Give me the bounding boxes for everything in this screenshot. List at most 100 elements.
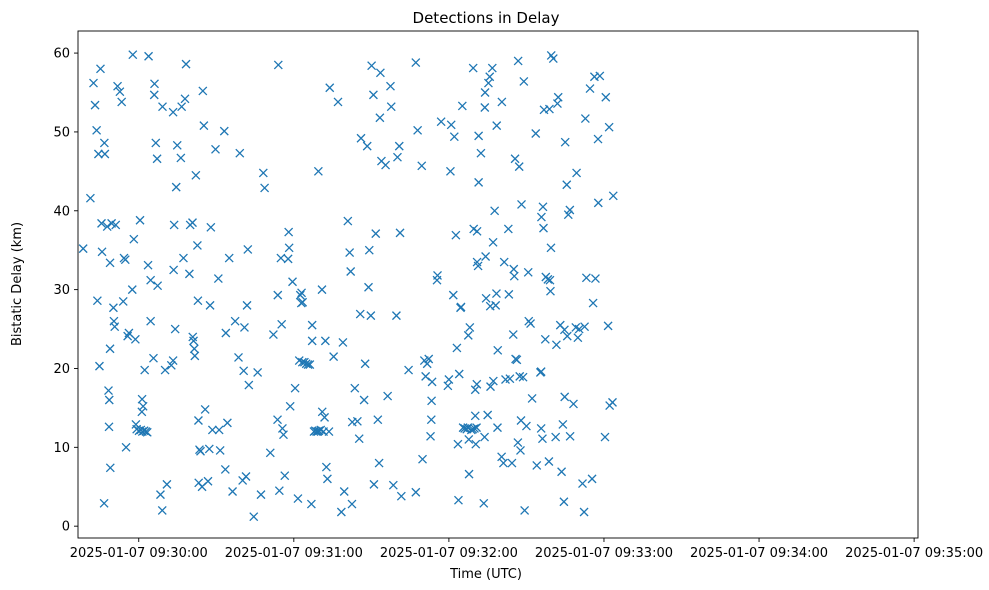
data-point — [608, 397, 617, 407]
data-point — [128, 50, 138, 60]
data-point — [531, 129, 541, 138]
data-point — [258, 168, 268, 178]
data-point — [559, 497, 569, 507]
data-point — [184, 269, 194, 279]
data-point — [573, 333, 583, 343]
data-point — [108, 303, 118, 313]
data-point — [274, 486, 284, 496]
data-point — [244, 380, 254, 390]
data-point — [170, 324, 180, 334]
data-point — [117, 97, 127, 107]
data-point — [604, 122, 614, 132]
data-point — [295, 290, 305, 300]
data-point — [383, 391, 393, 401]
data-point — [452, 343, 462, 353]
data-point — [177, 102, 187, 112]
data-point — [493, 423, 502, 433]
data-point — [394, 141, 404, 151]
data-point — [206, 222, 216, 232]
data-point — [366, 311, 376, 321]
data-point — [453, 495, 463, 505]
data-point — [169, 265, 179, 275]
data-point — [446, 120, 456, 130]
data-point — [449, 132, 459, 142]
data-point — [92, 125, 102, 135]
data-point — [375, 113, 385, 123]
data-point — [305, 360, 315, 369]
data-point — [603, 321, 613, 331]
data-point — [558, 419, 568, 429]
data-point — [97, 218, 106, 228]
data-point — [510, 154, 520, 164]
data-point — [490, 206, 500, 216]
data-point — [219, 126, 229, 136]
y-tick-label: 10 — [53, 441, 70, 456]
data-point — [325, 83, 335, 93]
data-point — [418, 454, 427, 464]
data-point — [480, 88, 490, 97]
data-point — [413, 125, 423, 135]
data-point — [536, 423, 546, 433]
chart-title: Detections in Delay — [413, 9, 560, 27]
data-point — [396, 491, 406, 501]
data-point — [538, 202, 548, 212]
data-point — [273, 290, 283, 300]
data-point — [221, 328, 231, 338]
data-point — [369, 479, 379, 489]
data-point — [465, 323, 475, 332]
data-point — [260, 183, 270, 193]
data-point — [523, 267, 533, 277]
data-point — [546, 243, 556, 253]
data-point — [99, 138, 109, 148]
data-point — [520, 505, 530, 515]
data-point — [235, 148, 245, 158]
data-point — [544, 457, 554, 466]
data-point — [279, 430, 288, 440]
data-point — [104, 386, 113, 396]
data-point — [188, 218, 197, 228]
data-point — [557, 467, 567, 477]
data-point — [333, 97, 343, 107]
data-point — [105, 258, 115, 268]
data-point — [488, 376, 498, 386]
data-point — [189, 344, 199, 354]
data-point — [427, 377, 437, 387]
data-point — [367, 61, 377, 71]
data-point — [470, 423, 479, 433]
data-point — [130, 334, 140, 344]
data-point — [445, 166, 455, 176]
data-point — [144, 51, 154, 61]
data-point — [483, 410, 493, 420]
data-point — [578, 479, 587, 489]
data-point — [105, 463, 115, 473]
data-point — [168, 107, 178, 117]
data-point — [78, 244, 88, 254]
data-point — [135, 215, 145, 225]
y-tick-label: 20 — [53, 362, 70, 377]
data-point — [285, 401, 295, 411]
data-point — [381, 160, 391, 170]
data-point — [198, 86, 208, 96]
data-point — [581, 273, 591, 283]
data-point — [152, 154, 162, 164]
data-point — [391, 311, 401, 321]
data-point — [548, 54, 558, 64]
data-point — [601, 92, 611, 102]
data-point — [593, 198, 603, 208]
data-point — [492, 121, 502, 131]
data-point — [297, 288, 307, 298]
data-point — [284, 227, 294, 237]
data-point — [222, 418, 232, 428]
data-point — [417, 161, 427, 171]
data-point — [129, 234, 139, 244]
data-point — [301, 359, 311, 369]
data-point — [451, 230, 461, 240]
data-point — [92, 296, 102, 306]
data-point — [104, 422, 114, 432]
data-point — [211, 144, 220, 154]
data-point — [539, 223, 548, 233]
data-point — [97, 247, 107, 257]
data-point — [468, 63, 478, 73]
data-point — [540, 334, 550, 344]
